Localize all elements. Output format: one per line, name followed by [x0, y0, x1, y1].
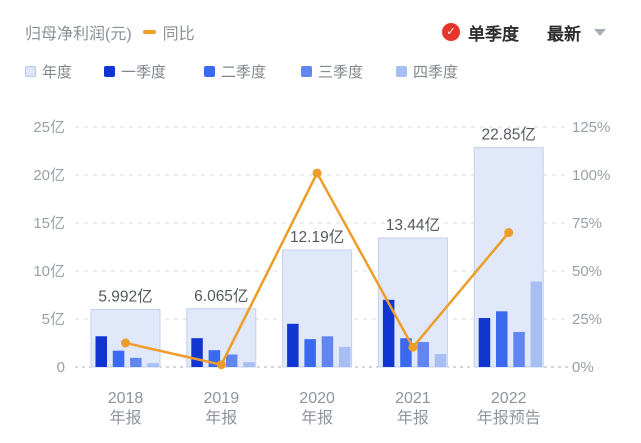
- annual-swatch-icon: [25, 66, 36, 77]
- quarter-bar-q1[interactable]: [382, 299, 395, 367]
- quarter-bar-q3[interactable]: [225, 354, 238, 367]
- quarter-bar-q1[interactable]: [287, 323, 299, 367]
- quarter-bar-q4[interactable]: [243, 362, 255, 367]
- latest-dropdown-label: 最新: [547, 24, 581, 44]
- left-axis-tick: 25亿: [33, 119, 65, 136]
- header-controls: ✓ 单季度 最新: [442, 20, 606, 45]
- x-axis-label-period: 年报: [205, 409, 237, 427]
- x-axis-label-period: 年报: [301, 409, 333, 427]
- chevron-down-icon: [594, 28, 606, 36]
- profit-chart[interactable]: 25亿 125% 20亿 100% 15亿 75% 10亿 50% 5亿 25% 0 0% 5.992亿…: [0, 100, 641, 443]
- value-label: 5.992亿: [98, 287, 152, 305]
- x-axis-label-period: 年报预告: [477, 409, 541, 427]
- quarter-bar-q2[interactable]: [496, 311, 508, 367]
- single-quarter-toggle[interactable]: ✓ 单季度: [442, 20, 519, 45]
- quarter-bar-q3[interactable]: [130, 357, 142, 367]
- legend-item-q1[interactable]: 一季度: [104, 61, 166, 82]
- legend-item-q4[interactable]: 四季度: [396, 61, 458, 82]
- right-axis-tick: 75%: [572, 215, 602, 232]
- series-legend: 年度 一季度 二季度 三季度 四季度: [0, 61, 641, 82]
- yoy-line-swatch-icon: [142, 30, 156, 34]
- quarter-bar-q2[interactable]: [112, 350, 125, 367]
- quarter-bar-q4[interactable]: [434, 354, 447, 367]
- legend-label: 四季度: [413, 64, 459, 81]
- right-axis-tick: 100%: [572, 167, 610, 184]
- chart-header: 归母净利润(元) 同比 ✓ 单季度 最新: [25, 20, 606, 45]
- legend-item-q3[interactable]: 三季度: [301, 61, 363, 82]
- q2-swatch-icon: [204, 66, 215, 77]
- value-label: 6.065亿: [194, 287, 248, 305]
- value-label: 13.44亿: [386, 216, 440, 234]
- right-axis-tick: 50%: [572, 263, 602, 280]
- left-axis-tick: 10亿: [33, 263, 65, 280]
- right-axis-tick: 25%: [572, 311, 602, 328]
- x-axis-label-year: 2022: [491, 390, 527, 407]
- quarter-bar-q1[interactable]: [191, 338, 203, 367]
- latest-dropdown[interactable]: 最新: [547, 20, 606, 45]
- q1-swatch-icon: [104, 66, 115, 77]
- left-axis-tick: 15亿: [33, 215, 65, 232]
- x-axis-label-year: 2020: [299, 390, 335, 407]
- quarter-bar-q1[interactable]: [95, 336, 108, 367]
- left-axis-tick: 5亿: [42, 311, 65, 328]
- yoy-point[interactable]: [216, 360, 226, 370]
- x-axis-label-year: 2018: [108, 390, 144, 407]
- page-title: 归母净利润(元): [25, 26, 132, 43]
- legend-label: 年度: [42, 64, 73, 81]
- quarter-bar-q2[interactable]: [304, 339, 316, 367]
- quarter-bar-q4[interactable]: [147, 363, 159, 367]
- yoy-point[interactable]: [408, 342, 418, 352]
- quarter-bar-q4[interactable]: [339, 346, 351, 367]
- legend-item-q2[interactable]: 二季度: [204, 61, 266, 82]
- right-axis-tick: 125%: [572, 119, 610, 136]
- quarter-bar-q1[interactable]: [478, 318, 491, 367]
- left-axis-tick: 0: [57, 359, 65, 376]
- yoy-point[interactable]: [504, 228, 514, 238]
- yoy-point[interactable]: [312, 168, 322, 178]
- value-label: 12.19亿: [290, 228, 344, 246]
- quarter-bar-q3[interactable]: [321, 336, 334, 367]
- quarter-bar-q3[interactable]: [417, 342, 430, 367]
- legend-label: 三季度: [318, 64, 364, 81]
- quarter-bar-q2[interactable]: [208, 350, 221, 367]
- right-axis-tick: 0%: [572, 359, 594, 376]
- x-axis-label-year: 2021: [395, 390, 431, 407]
- x-axis-label-period: 年报: [397, 409, 429, 427]
- x-axis-label-year: 2019: [204, 390, 240, 407]
- legend-label: 二季度: [221, 64, 267, 81]
- single-quarter-label: 单季度: [468, 24, 519, 44]
- quarter-bar-q2[interactable]: [400, 338, 412, 367]
- q4-swatch-icon: [396, 66, 407, 77]
- yoy-legend-label: 同比: [162, 26, 195, 43]
- legend-label: 一季度: [121, 64, 167, 81]
- yoy-point[interactable]: [121, 338, 130, 348]
- legend-item-annual[interactable]: 年度: [25, 61, 72, 82]
- legend-item-yoy[interactable]: 同比: [142, 20, 195, 44]
- value-label: 22.85亿: [482, 126, 536, 144]
- q3-swatch-icon: [301, 66, 312, 77]
- left-axis-tick: 20亿: [33, 167, 65, 184]
- check-circle-icon: ✓: [442, 23, 460, 41]
- quarter-bar-q3[interactable]: [513, 331, 525, 367]
- x-axis-label-period: 年报: [109, 409, 141, 427]
- quarter-bar-q4[interactable]: [530, 281, 543, 367]
